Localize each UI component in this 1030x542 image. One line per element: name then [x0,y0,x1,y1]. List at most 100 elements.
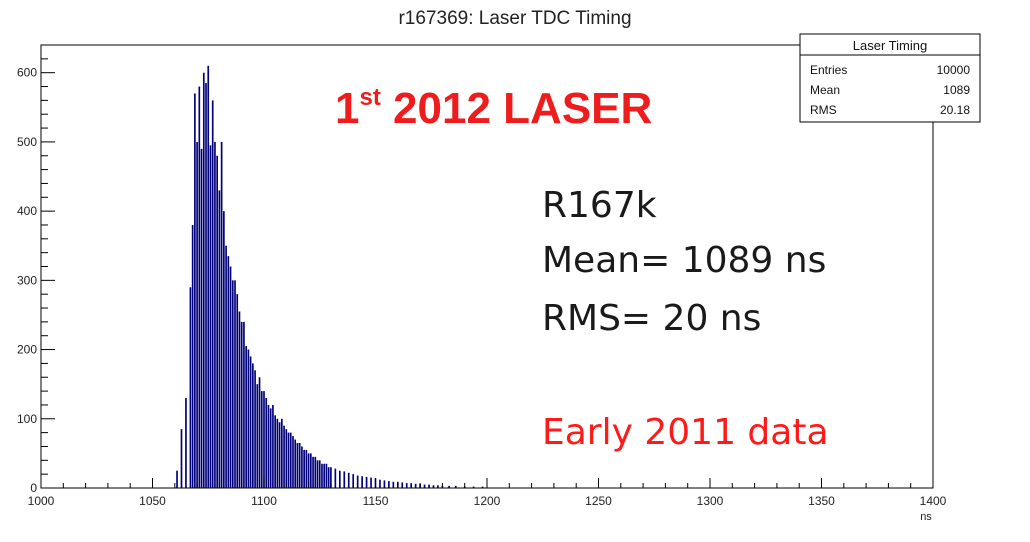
x-tick-label: 1300 [697,494,724,508]
histogram-bar [370,477,372,488]
histogram-bar [316,460,319,488]
stats-box-title: Laser Timing [853,38,927,53]
histogram-bar [269,408,272,488]
stats-box: Laser Timing Entries 10000 Mean 1089 RMS… [799,33,981,123]
histogram-bar [301,446,303,488]
x-tick-label: 1150 [363,494,389,508]
histogram-bar [338,470,341,488]
histogram-bar [196,141,198,488]
histogram-bar [327,467,330,488]
histogram-bar [307,453,310,488]
histogram-bar [392,481,395,488]
histogram-bar [365,476,368,488]
histogram-bars [176,65,484,489]
histogram-bar [254,370,256,488]
stats-rms-label: RMS [810,103,837,117]
laser-annotation: 1st 2012 LASER [335,84,652,134]
histogram-bar [298,443,301,488]
histogram-bar [312,456,314,488]
histogram-bar [252,363,254,488]
histogram-bar [209,145,212,488]
histogram-bar [287,432,290,489]
early-data-annotation: Early 2011 data [542,412,829,453]
histogram-bar [207,65,210,489]
histogram-bar [194,93,196,488]
histogram-bar [321,463,323,488]
histogram-bar [234,280,236,488]
stats-box-frame [799,33,981,123]
histogram-bar [229,266,232,488]
histogram-bar [281,418,283,488]
histogram-bar [454,485,457,488]
x-tick-label: 1000 [28,494,55,508]
histogram-bar [267,404,270,488]
histogram-bar [414,483,417,488]
histogram-bar [180,429,183,488]
histogram-bar [218,190,221,489]
histogram-bar [256,384,259,488]
stats-rms-value: 20.18 [940,103,970,117]
x-tick-label: 1200 [474,494,501,508]
rms-annotation: RMS= 20 ns [542,298,762,339]
histogram-bar [388,481,390,488]
histogram-bar [227,256,230,488]
histogram-bar [265,398,268,488]
histogram-bar [220,141,223,488]
stats-entries-value: 10000 [937,63,971,77]
histogram-bar [352,474,355,488]
y-tick-label: 300 [17,273,37,287]
stats-mean-label: Mean [810,83,840,97]
histogram-bar [292,436,294,488]
histogram-bar [274,415,276,488]
x-tick-label: 1250 [585,494,612,508]
histogram-bar [296,443,299,488]
y-tick-label: 500 [17,135,37,149]
y-tick-label: 0 [30,481,37,495]
histogram-bar [200,148,203,488]
histogram-bar [247,349,250,488]
histogram-bar [423,484,426,488]
histogram-bar [481,486,484,488]
histogram-bar [285,429,288,488]
histogram-bar [314,456,317,488]
histogram-bar [238,311,241,488]
histogram-bar [401,482,404,488]
histogram-bar [343,471,346,488]
histogram-bar [189,287,192,488]
histogram-bar [361,476,363,488]
histogram-bar [448,485,450,488]
histogram-bar [325,463,328,488]
histogram-bar [216,155,218,488]
histogram-bar [231,280,234,488]
histogram-bar [356,475,359,488]
histogram-bar [330,467,332,488]
histogram-bar [283,425,285,488]
histogram-bar [191,224,194,488]
histogram-bar [428,484,430,488]
histogram-bar [294,439,297,488]
histogram-bar [405,483,408,488]
chart-title: r167369: Laser TDC Timing [398,8,631,29]
laser-annotation-number: 1 [335,84,360,133]
histogram-bar [278,422,281,488]
histogram-bar [472,486,475,488]
laser-annotation-text: 2012 LASER [380,84,653,133]
histogram-bar [198,86,201,488]
histogram-bar [318,460,321,488]
y-tick-label: 600 [17,66,37,80]
histogram-bar [323,463,326,488]
histogram-bar [379,479,381,488]
histogram-bar [214,141,216,488]
laser-annotation-ordinal: st [359,84,381,111]
histogram-bar [205,83,207,488]
histogram-bar [225,245,227,488]
histogram-bar [276,418,279,488]
histogram-bar [410,483,413,488]
run-annotation: R167k [542,185,657,226]
histogram-bar [303,449,305,488]
histogram-bar [260,391,263,488]
histogram-bar [437,485,439,488]
mean-annotation: Mean= 1089 ns [542,240,827,281]
histogram-bar [240,321,243,489]
